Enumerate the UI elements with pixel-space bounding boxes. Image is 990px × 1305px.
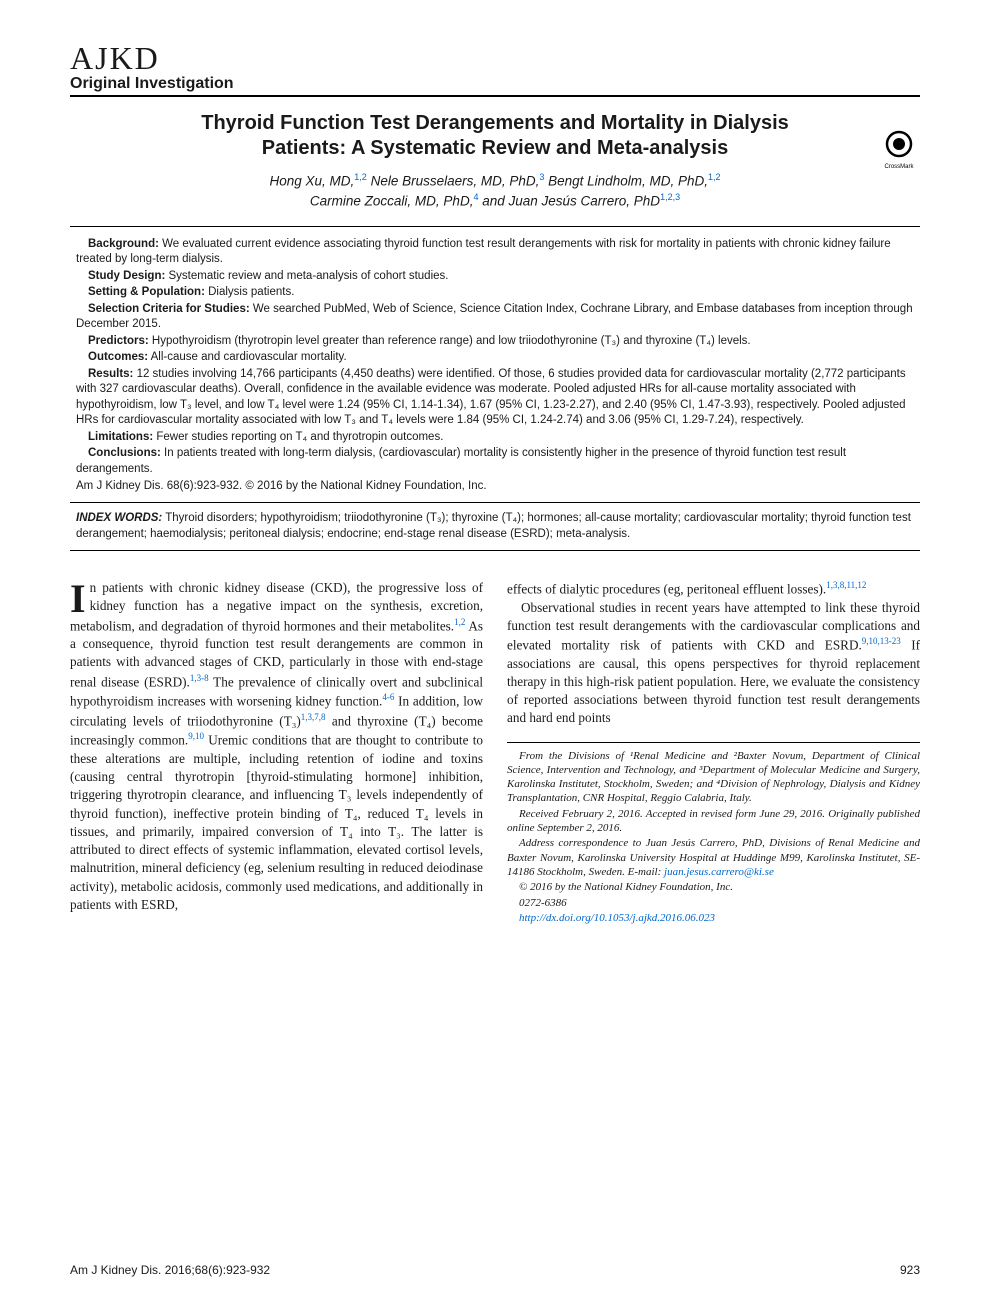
setting-label: Setting & Population: [88, 286, 205, 298]
author-5: and Juan Jesús Carrero, PhD [478, 194, 660, 209]
abstract: Background: We evaluated current evidenc… [70, 237, 920, 494]
index-label: INDEX WORDS: [76, 512, 162, 524]
author-1: Hong Xu, MD, [270, 174, 355, 189]
doi-link-p: http://dx.doi.org/10.1053/j.ajkd.2016.06… [507, 911, 920, 925]
rule-mid2 [70, 550, 920, 551]
predictors-label: Predictors: [88, 335, 149, 347]
conclusions-text: In patients treated with long-term dialy… [76, 447, 846, 475]
affil-p4: © 2016 by the National Kidney Foundation… [507, 880, 920, 894]
p2-1a: effects of dialytic procedures (eg, peri… [507, 581, 826, 596]
dropcap: I [70, 579, 90, 615]
column-right: effects of dialytic procedures (eg, peri… [507, 579, 920, 926]
p1a: n patients with chronic kidney disease (… [70, 580, 483, 633]
title-line1: Thyroid Function Test Derangements and M… [201, 112, 789, 134]
doi-link[interactable]: http://dx.doi.org/10.1053/j.ajkd.2016.06… [519, 912, 715, 924]
journal-header: AJKD Original Investigation [70, 40, 920, 97]
ref-4[interactable]: 1,3,7,8 [301, 712, 326, 722]
index-text: Thyroid disorders; hypothyroidism; triio… [76, 512, 911, 540]
ref-2[interactable]: 1,3-8 [190, 673, 209, 683]
email-link[interactable]: juan.jesus.carrero@ki.se [664, 866, 774, 878]
body-para-1-cont: effects of dialytic procedures (eg, peri… [507, 579, 920, 599]
body-para-1: In patients with chronic kidney disease … [70, 579, 483, 914]
ref-7[interactable]: 9,10,13-23 [862, 636, 901, 646]
ref-6[interactable]: 1,3,8,11,12 [826, 580, 866, 590]
ref-3[interactable]: 4-6 [382, 692, 394, 702]
ref-1[interactable]: 1,2 [454, 617, 465, 627]
design-label: Study Design: [88, 270, 165, 282]
authors: Hong Xu, MD,1,2 Nele Brusselaers, MD, Ph… [70, 171, 920, 212]
section-label: Original Investigation [70, 75, 920, 97]
svg-text:CrossMark: CrossMark [884, 164, 914, 170]
rule-top [70, 226, 920, 227]
body-columns: In patients with chronic kidney disease … [70, 579, 920, 926]
background-text: We evaluated current evidence associatin… [76, 238, 891, 266]
setting-text: Dialysis patients. [205, 286, 294, 298]
column-left: In patients with chronic kidney disease … [70, 579, 483, 926]
author-2: Nele Brusselaers, MD, PhD, [367, 174, 540, 189]
ref-5[interactable]: 9,10 [188, 731, 204, 741]
article-title: Thyroid Function Test Derangements and M… [70, 111, 920, 161]
limitations-label: Limitations: [88, 431, 153, 443]
crossmark-icon[interactable]: CrossMark [883, 130, 915, 162]
affil-sup-3: 1,2 [708, 172, 721, 182]
results-text: 12 studies involving 14,766 participants… [76, 368, 906, 427]
predictors-text: Hypothyroidism (thyrotropin level greate… [149, 335, 751, 347]
affil-sup-5: 1,2,3 [660, 192, 680, 202]
affiliations-block: From the Divisions of ¹Renal Medicine an… [507, 742, 920, 926]
abstract-citation: Am J Kidney Dis. 68(6):923-932. © 2016 b… [76, 479, 914, 495]
results-label: Results: [88, 368, 133, 380]
journal-logo: AJKD [70, 40, 920, 77]
rule-mid1 [70, 502, 920, 503]
title-line2: Patients: A Systematic Review and Meta-a… [262, 137, 728, 159]
limitations-text: Fewer studies reporting on T₄ and thyrot… [153, 431, 443, 443]
conclusions-label: Conclusions: [88, 447, 161, 459]
design-text: Systematic review and meta-analysis of c… [165, 270, 448, 282]
footer-citation: Am J Kidney Dis. 2016;68(6):923-932 [70, 1263, 270, 1277]
title-block: Thyroid Function Test Derangements and M… [70, 111, 920, 212]
p1f: Uremic conditions that are thought to co… [70, 733, 483, 912]
background-label: Background: [88, 238, 159, 250]
p2-2a: Observational studies in recent years ha… [507, 600, 920, 653]
page-number: 923 [900, 1263, 920, 1277]
outcomes-text: All-cause and cardiovascular mortality. [148, 351, 347, 363]
index-words: INDEX WORDS: Thyroid disorders; hypothyr… [70, 511, 920, 542]
affil-p2: Received February 2, 2016. Accepted in r… [507, 807, 920, 836]
affil-p3: Address correspondence to Juan Jesús Car… [507, 836, 920, 879]
author-3: Bengt Lindholm, MD, PhD, [544, 174, 708, 189]
affil-p5: 0272-6386 [507, 896, 920, 910]
body-para-2: Observational studies in recent years ha… [507, 599, 920, 728]
crossmark-svg: CrossMark [883, 130, 915, 170]
selection-label: Selection Criteria for Studies: [88, 303, 250, 315]
page-footer: Am J Kidney Dis. 2016;68(6):923-932 923 [70, 1263, 920, 1277]
author-4: Carmine Zoccali, MD, PhD, [310, 194, 474, 209]
affil-p1: From the Divisions of ¹Renal Medicine an… [507, 749, 920, 806]
affil-sup-1: 1,2 [354, 172, 367, 182]
outcomes-label: Outcomes: [88, 351, 148, 363]
